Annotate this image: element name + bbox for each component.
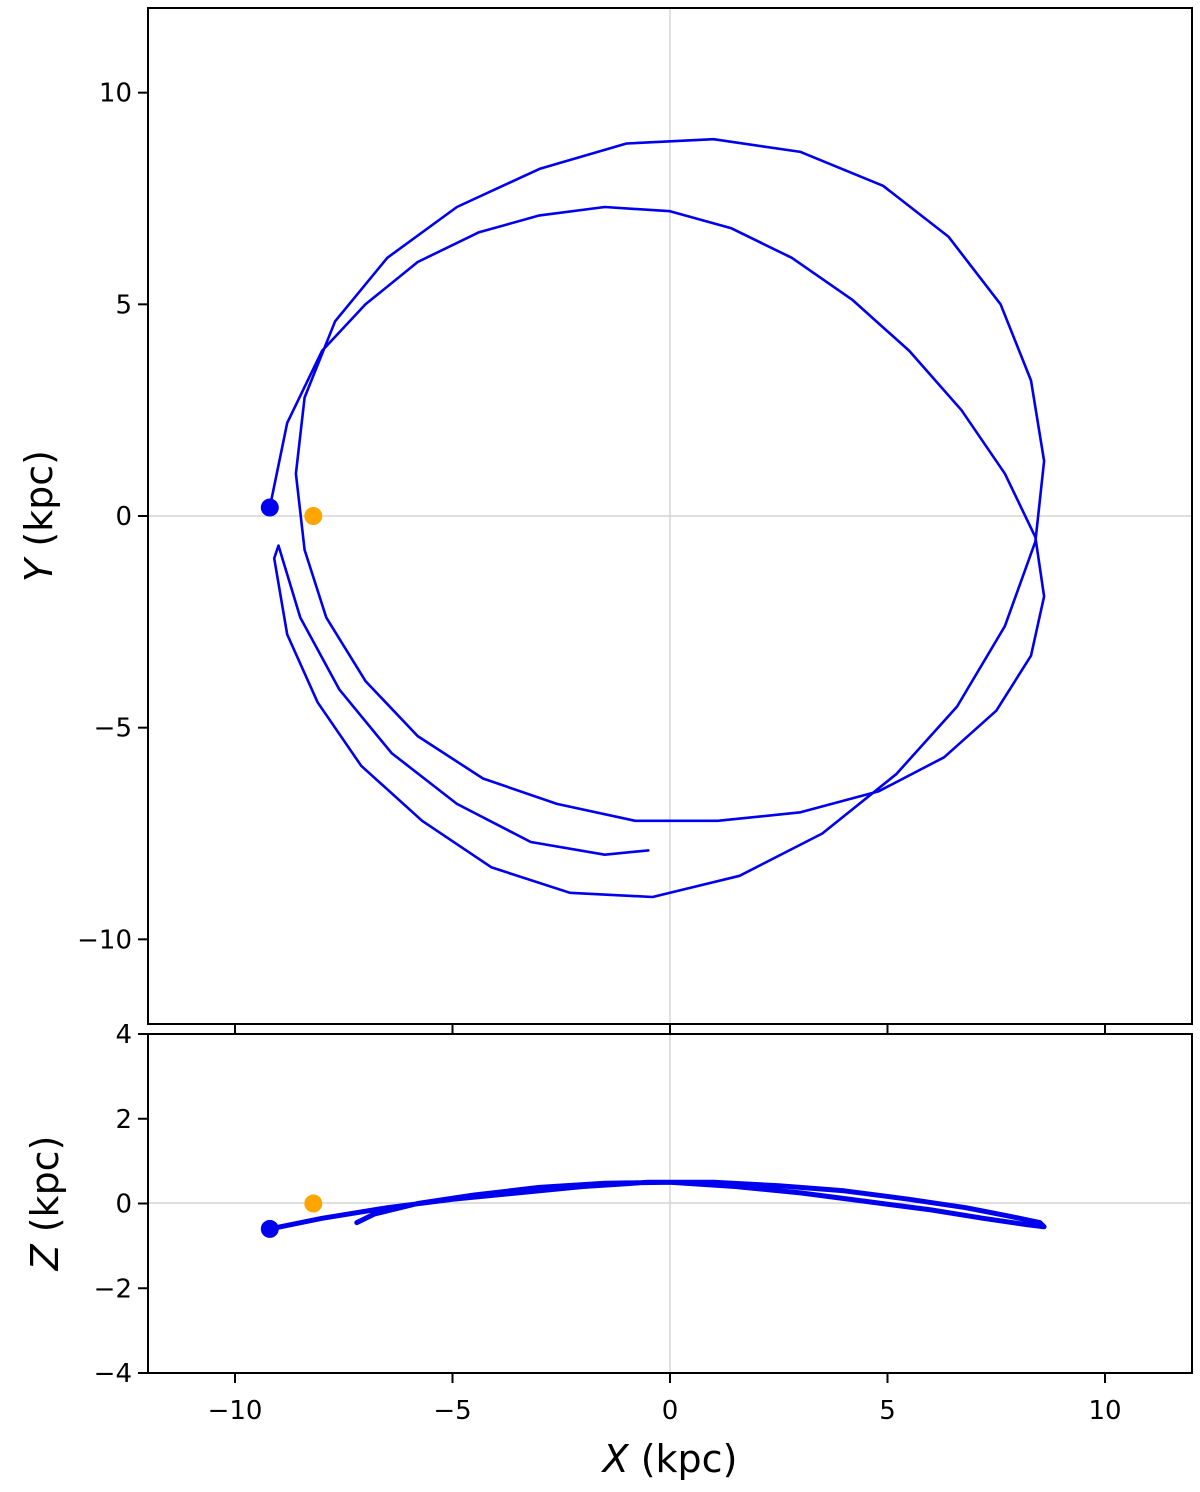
xy-y-tick-label: 5 — [115, 290, 132, 320]
xy-x-axis-ticks — [234, 1024, 1106, 1034]
xy-marker-start — [260, 498, 279, 517]
xz-marker-sun — [304, 1194, 323, 1213]
xz-marker-start — [260, 1219, 279, 1238]
xy-y-tick-label: 10 — [99, 79, 132, 109]
xz-y-tick-label: 0 — [115, 1190, 132, 1220]
xz-x-tick-label: −5 — [433, 1396, 471, 1426]
xz-x-tick-label: 10 — [1088, 1396, 1121, 1426]
xz-series-group — [267, 1179, 1047, 1232]
xz-panel: 4 2 0 −2 −4 −10 −5 0 5 10 Z (kpc) X (kpc) — [23, 1020, 1193, 1481]
xz-y-tick-label: 2 — [115, 1105, 132, 1135]
xy-y-axis-label: Y (kpc) — [17, 450, 61, 582]
xz-y-tick-label: −4 — [94, 1359, 132, 1389]
xz-y-tick-label: 4 — [115, 1020, 132, 1050]
xy-marker-sun — [304, 507, 323, 525]
xy-y-tick-label: −5 — [94, 714, 132, 744]
xy-panel: 10 5 0 −5 −10 Y (kpc) — [17, 7, 1193, 1034]
xy-series-group — [268, 137, 1046, 899]
xy-y-tick-label: −10 — [77, 925, 132, 955]
xy-markers-group — [260, 498, 323, 525]
xy-orbit-line-0 — [268, 137, 1046, 899]
xz-x-tick-label: 0 — [662, 1396, 679, 1426]
xz-y-tick-label: −2 — [94, 1274, 132, 1304]
xz-x-tick-label: −10 — [208, 1396, 263, 1426]
xz-markers-group — [260, 1194, 323, 1238]
xz-x-axis-ticks: −10 −5 0 5 10 — [208, 1373, 1122, 1426]
xz-y-axis-ticks: 4 2 0 −2 −4 — [94, 1020, 148, 1389]
x-axis-label: X (kpc) — [601, 1437, 738, 1481]
xz-x-tick-label: 5 — [879, 1396, 896, 1426]
xz-y-axis-label: Z (kpc) — [23, 1136, 67, 1272]
xz-orbit-line-0 — [267, 1179, 1047, 1232]
xy-y-tick-label: 0 — [115, 502, 132, 532]
xy-y-axis-ticks: 10 5 0 −5 −10 — [77, 79, 148, 955]
